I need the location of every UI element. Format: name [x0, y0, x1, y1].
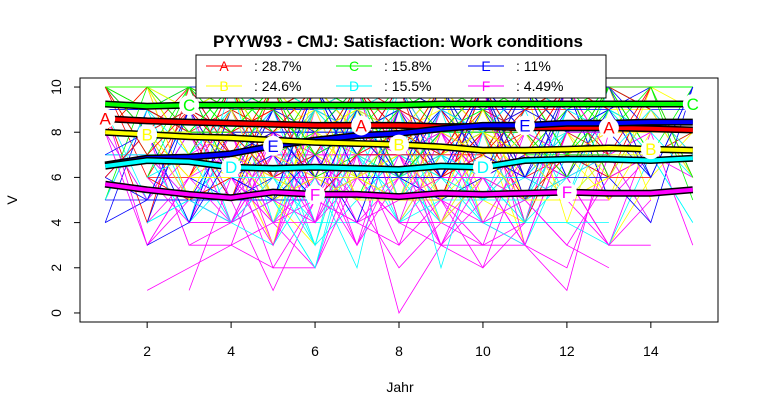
marker-b: B [137, 124, 158, 145]
marker-b: B [389, 134, 409, 155]
mean-line-d [104, 156, 693, 172]
svg-text:C: C [687, 95, 699, 114]
svg-text:: 15.8%: : 15.8% [384, 58, 431, 74]
y-axis: 0 2 4 6 8 10 [48, 79, 80, 317]
marker-e: E [263, 135, 284, 156]
chart-title: PYYW93 - CMJ: Satisfaction: Work conditi… [213, 32, 583, 51]
legend-entry-f: F : 4.49% [468, 78, 563, 94]
cluster-mean-lines [104, 100, 694, 202]
svg-text:D: D [349, 78, 359, 94]
marker-e: E [514, 115, 535, 136]
svg-text:B: B [645, 140, 656, 159]
svg-text:E: E [481, 58, 490, 74]
legend-entry-a: A : 28.7% [206, 58, 301, 74]
svg-text:D: D [225, 158, 237, 177]
svg-text:D: D [477, 158, 489, 177]
svg-text:E: E [267, 137, 278, 156]
x-tick-label: 4 [227, 343, 235, 359]
legend-box [195, 54, 607, 99]
x-tick-label: 8 [395, 343, 403, 359]
svg-text:E: E [519, 116, 530, 135]
x-tick-label: 12 [559, 343, 575, 359]
marker-a: A [598, 117, 619, 138]
cluster-markers: A A A B B B C C D D E E F F [95, 93, 703, 205]
y-tick-label: 0 [48, 309, 64, 317]
mean-line-a [105, 116, 693, 132]
svg-text:A: A [603, 119, 615, 138]
mean-line-f [104, 182, 693, 200]
x-tick-label: 10 [475, 343, 491, 359]
marker-c: C [179, 95, 200, 116]
svg-text:F: F [482, 78, 491, 94]
x-axis: 2 4 6 8 10 12 14 [143, 321, 659, 359]
svg-text:C: C [349, 58, 359, 74]
svg-text:A: A [100, 110, 112, 129]
svg-text:A: A [356, 116, 368, 135]
x-axis-label: Jahr [386, 379, 414, 395]
svg-text:B: B [219, 78, 228, 94]
y-tick-label: 6 [48, 173, 64, 181]
marker-a: A [95, 108, 116, 129]
legend-entry-e: E : 11% [468, 58, 551, 74]
mean-line-c [105, 102, 693, 109]
svg-text:F: F [562, 183, 572, 202]
marker-b: B [640, 139, 661, 160]
x-tick-label: 6 [311, 343, 319, 359]
svg-text:: 11%: : 11% [516, 58, 551, 74]
marker-d: D [221, 157, 242, 178]
y-tick-label: 4 [48, 218, 64, 226]
marker-f: F [556, 182, 577, 203]
legend-entry-b: B : 24.6% [206, 78, 301, 94]
mean-line-e [104, 120, 693, 167]
svg-text:: 4.49%: : 4.49% [516, 78, 563, 94]
svg-text:A: A [219, 58, 229, 74]
legend: A : 28.7% C : 15.8% E : 11% B : 24.6% D : 15.5% F:… [195, 54, 607, 99]
legend-entry-c: C : 15.8% [336, 58, 431, 74]
marker-c: C [682, 93, 703, 114]
marker-f: F [305, 184, 326, 205]
legend-entry-d: D : 15.5% [336, 78, 431, 94]
y-tick-label: 2 [48, 264, 64, 272]
svg-text:: 15.5%: : 15.5% [384, 78, 431, 94]
marker-a: A [351, 115, 372, 136]
y-tick-label: 10 [48, 79, 64, 95]
svg-text:B: B [141, 125, 152, 144]
x-tick-label: 14 [643, 343, 659, 359]
svg-text:C: C [183, 96, 195, 115]
svg-text:B: B [393, 136, 404, 155]
marker-d: D [472, 157, 493, 178]
y-axis-label: V [4, 195, 20, 205]
svg-text:F: F [310, 185, 320, 204]
svg-text:: 28.7%: : 28.7% [254, 58, 301, 74]
x-tick-label: 2 [143, 343, 151, 359]
svg-text:: 24.6%: : 24.6% [254, 78, 301, 94]
y-tick-label: 8 [48, 128, 64, 136]
